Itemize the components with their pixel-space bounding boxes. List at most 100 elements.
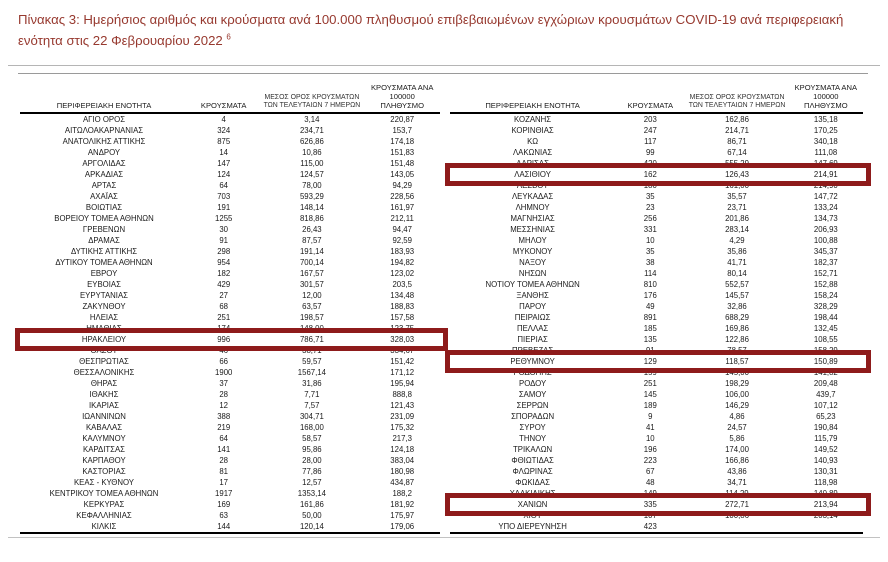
region-cell: ΕΒΡΟΥ <box>90 269 118 279</box>
region-cell: ΜΗΛΟΥ <box>518 236 547 246</box>
per100k-cell: 328,29 <box>813 302 838 312</box>
per100k-cell: 157,58 <box>390 313 415 323</box>
avg7-cell: 555,29 <box>725 159 749 169</box>
cases-cell: 251 <box>643 379 657 389</box>
cases-cell: 1255 <box>215 214 233 224</box>
region-cell: ΙΘΑΚΗΣ <box>89 390 119 400</box>
avg7-cell: 301,57 <box>299 280 324 290</box>
table-row: ΚΙΛΚΙΣ 144 120,14 179,06 <box>20 521 440 533</box>
avg7-cell: 191,14 <box>299 247 324 257</box>
cases-cell: 335 <box>643 500 657 510</box>
table-row: ΠΡΕΒΕΖΑΣ 91 78,57 158,29 <box>450 345 863 356</box>
cases-cell: 41 <box>645 423 655 433</box>
avg7-cell: 148,00 <box>299 324 324 334</box>
avg7-cell: 168,00 <box>299 423 324 433</box>
cases-cell: 114 <box>644 269 657 279</box>
region-cell: ΧΑΝΙΩΝ <box>517 500 548 510</box>
avg7-cell: 124,57 <box>299 170 324 180</box>
region-cell: ΘΑΣΟΥ <box>90 346 118 356</box>
avg7-cell: 26,43 <box>302 225 322 235</box>
region-cell: ΗΡΑΚΛΕΙΟΥ <box>81 335 127 345</box>
region-cell: ΛΑΡΙΣΑΣ <box>516 159 549 169</box>
table-row: ΚΕΡΚΥΡΑΣ 169 161,86 181,92 <box>20 499 440 510</box>
avg7-cell: 12,00 <box>302 291 322 301</box>
cases-cell: 196 <box>643 445 657 455</box>
region-cell: ΖΑΚΥΝΘΟΥ <box>82 302 126 312</box>
cases-cell: 298 <box>217 247 231 257</box>
per100k-cell: 123,75 <box>390 324 415 334</box>
region-cell: ΡΟΔΟΥ <box>519 379 547 389</box>
per100k-cell: 161,97 <box>390 203 415 213</box>
table-row: ΚΑΣΤΟΡΙΑΣ 81 77,86 180,98 <box>20 466 440 477</box>
region-cell: ΜΑΓΝΗΣΙΑΣ <box>510 214 555 224</box>
per100k-cell: 115,79 <box>814 434 838 444</box>
per100k-cell: 158,29 <box>813 346 838 356</box>
region-cell: ΗΜΑΘΙΑΣ <box>86 324 122 334</box>
cases-cell: 185 <box>643 324 657 334</box>
cases-cell: 331 <box>643 225 657 235</box>
table-row: ΤΡΙΚΑΛΩΝ 196 174,00 149,52 <box>450 444 863 455</box>
per100k-cell: 175,32 <box>390 423 415 433</box>
region-cell: ΜΥΚΟΝΟΥ <box>512 247 553 257</box>
table-row: ΦΛΩΡΙΝΑΣ 67 43,86 130,31 <box>450 466 863 477</box>
cases-cell: 891 <box>643 313 657 323</box>
region-cell: ΒΟΙΩΤΙΑΣ <box>85 203 123 213</box>
table-row: ΔΡΑΜΑΣ 91 87,57 92,59 <box>20 235 440 246</box>
cases-cell: 182 <box>217 269 231 279</box>
per100k-cell: 203,14 <box>813 511 838 521</box>
per100k-cell: 334,67 <box>390 346 415 356</box>
table-row: ΧΑΝΙΩΝ 335 272,71 213,94 <box>450 499 863 510</box>
table-row: ΓΡΕΒΕΝΩΝ 30 26,43 94,47 <box>20 224 440 235</box>
per100k-cell: 158,24 <box>813 291 838 301</box>
per100k-cell: 134,48 <box>390 291 415 301</box>
region-cell: ΡΟΔΟΠΗΣ <box>513 368 552 378</box>
per100k-cell: 220,87 <box>390 115 415 125</box>
avg7-cell: 161,86 <box>299 500 324 510</box>
per100k-cell: 214,90 <box>813 181 838 191</box>
page-title: Πίνακας 3: Ημερήσιος αριθμός και κρούσμα… <box>18 9 874 51</box>
avg7-cell: 28,00 <box>302 456 322 466</box>
cases-cell: 124 <box>217 170 231 180</box>
avg7-cell: 198,57 <box>299 313 324 323</box>
per100k-cell: 194,82 <box>390 258 415 268</box>
table-row: ΞΑΝΘΗΣ 176 145,57 158,24 <box>450 290 863 301</box>
table-row: ΚΩ 117 86,71 340,18 <box>450 136 863 147</box>
region-cell: ΝΑΞΟΥ <box>519 258 547 268</box>
cases-cell: 420 <box>643 159 657 169</box>
per100k-cell: 94,47 <box>392 225 412 235</box>
per100k-cell: 209,48 <box>813 379 838 389</box>
region-cell: ΦΘΙΩΤΙΔΑΣ <box>511 456 554 466</box>
region-cell: ΚΕΦΑΛΛΗΝΙΑΣ <box>76 511 132 521</box>
col-header-cases: ΚΡΟΥΣΜΑΤΑ <box>615 83 686 115</box>
avg7-cell: 7,71 <box>304 390 320 400</box>
header-row: ΠΕΡΙΦΕΡΕΙΑΚΗ ΕΝΟΤΗΤΑ ΚΡΟΥΣΜΑΤΑ ΜΕΣΟΣ ΟΡΟ… <box>20 83 440 115</box>
avg7-cell: 50,00 <box>302 511 322 521</box>
cases-cell: 67 <box>645 467 655 477</box>
col-header-per-100k: ΚΡΟΥΣΜΑΤΑ ΑΝΑ 100000 ΠΛΗΘΥΣΜΟ <box>364 83 440 115</box>
table-row: ΥΠΟ ΔΙΕΡΕΥΝΗΣΗ 423 <box>450 521 863 533</box>
cases-cell: 144 <box>217 522 231 532</box>
table-row: ΛΑΣΙΘΙΟΥ 162 126,43 214,91 <box>450 169 863 180</box>
cases-cell: 107 <box>643 511 657 521</box>
table-row: ΕΥΒΟΙΑΣ 429 301,57 203,5 <box>20 279 440 290</box>
table-row: ΒΟΙΩΤΙΑΣ 191 148,14 161,97 <box>20 202 440 213</box>
avg7-cell: 4,29 <box>729 236 745 246</box>
cases-cell: 64 <box>219 181 229 191</box>
table-row: ΑΝΑΤΟΛΙΚΗΣ ΑΤΤΙΚΗΣ 875 626,86 174,18 <box>20 136 440 147</box>
cases-cell: 10 <box>645 434 655 444</box>
cases-cell: 91 <box>219 236 229 246</box>
cases-cell: 423 <box>643 522 657 532</box>
avg7-cell: 7,57 <box>304 401 320 411</box>
table-row: ΘΕΣΣΑΛΟΝΙΚΗΣ 1900 1567,14 171,12 <box>20 367 440 378</box>
col-header-cases: ΚΡΟΥΣΜΑΤΑ <box>188 83 260 115</box>
avg7-cell: 234,71 <box>299 126 324 136</box>
cases-cell: 99 <box>645 148 655 158</box>
region-cell: ΘΕΣΠΡΩΤΙΑΣ <box>79 357 129 367</box>
table-row: ΒΟΡΕΙΟΥ ΤΟΜΕΑ ΑΘΗΝΩΝ 1255 818,86 212,11 <box>20 213 440 224</box>
per100k-cell: 92,59 <box>392 236 412 246</box>
per100k-cell: 190,84 <box>813 423 838 433</box>
per100k-cell: 214,91 <box>813 170 838 180</box>
header-row: ΠΕΡΙΦΕΡΕΙΑΚΗ ΕΝΟΤΗΤΑ ΚΡΟΥΣΜΑΤΑ ΜΕΣΟΣ ΟΡΟ… <box>450 83 863 115</box>
per100k-cell: 175,97 <box>390 511 415 521</box>
